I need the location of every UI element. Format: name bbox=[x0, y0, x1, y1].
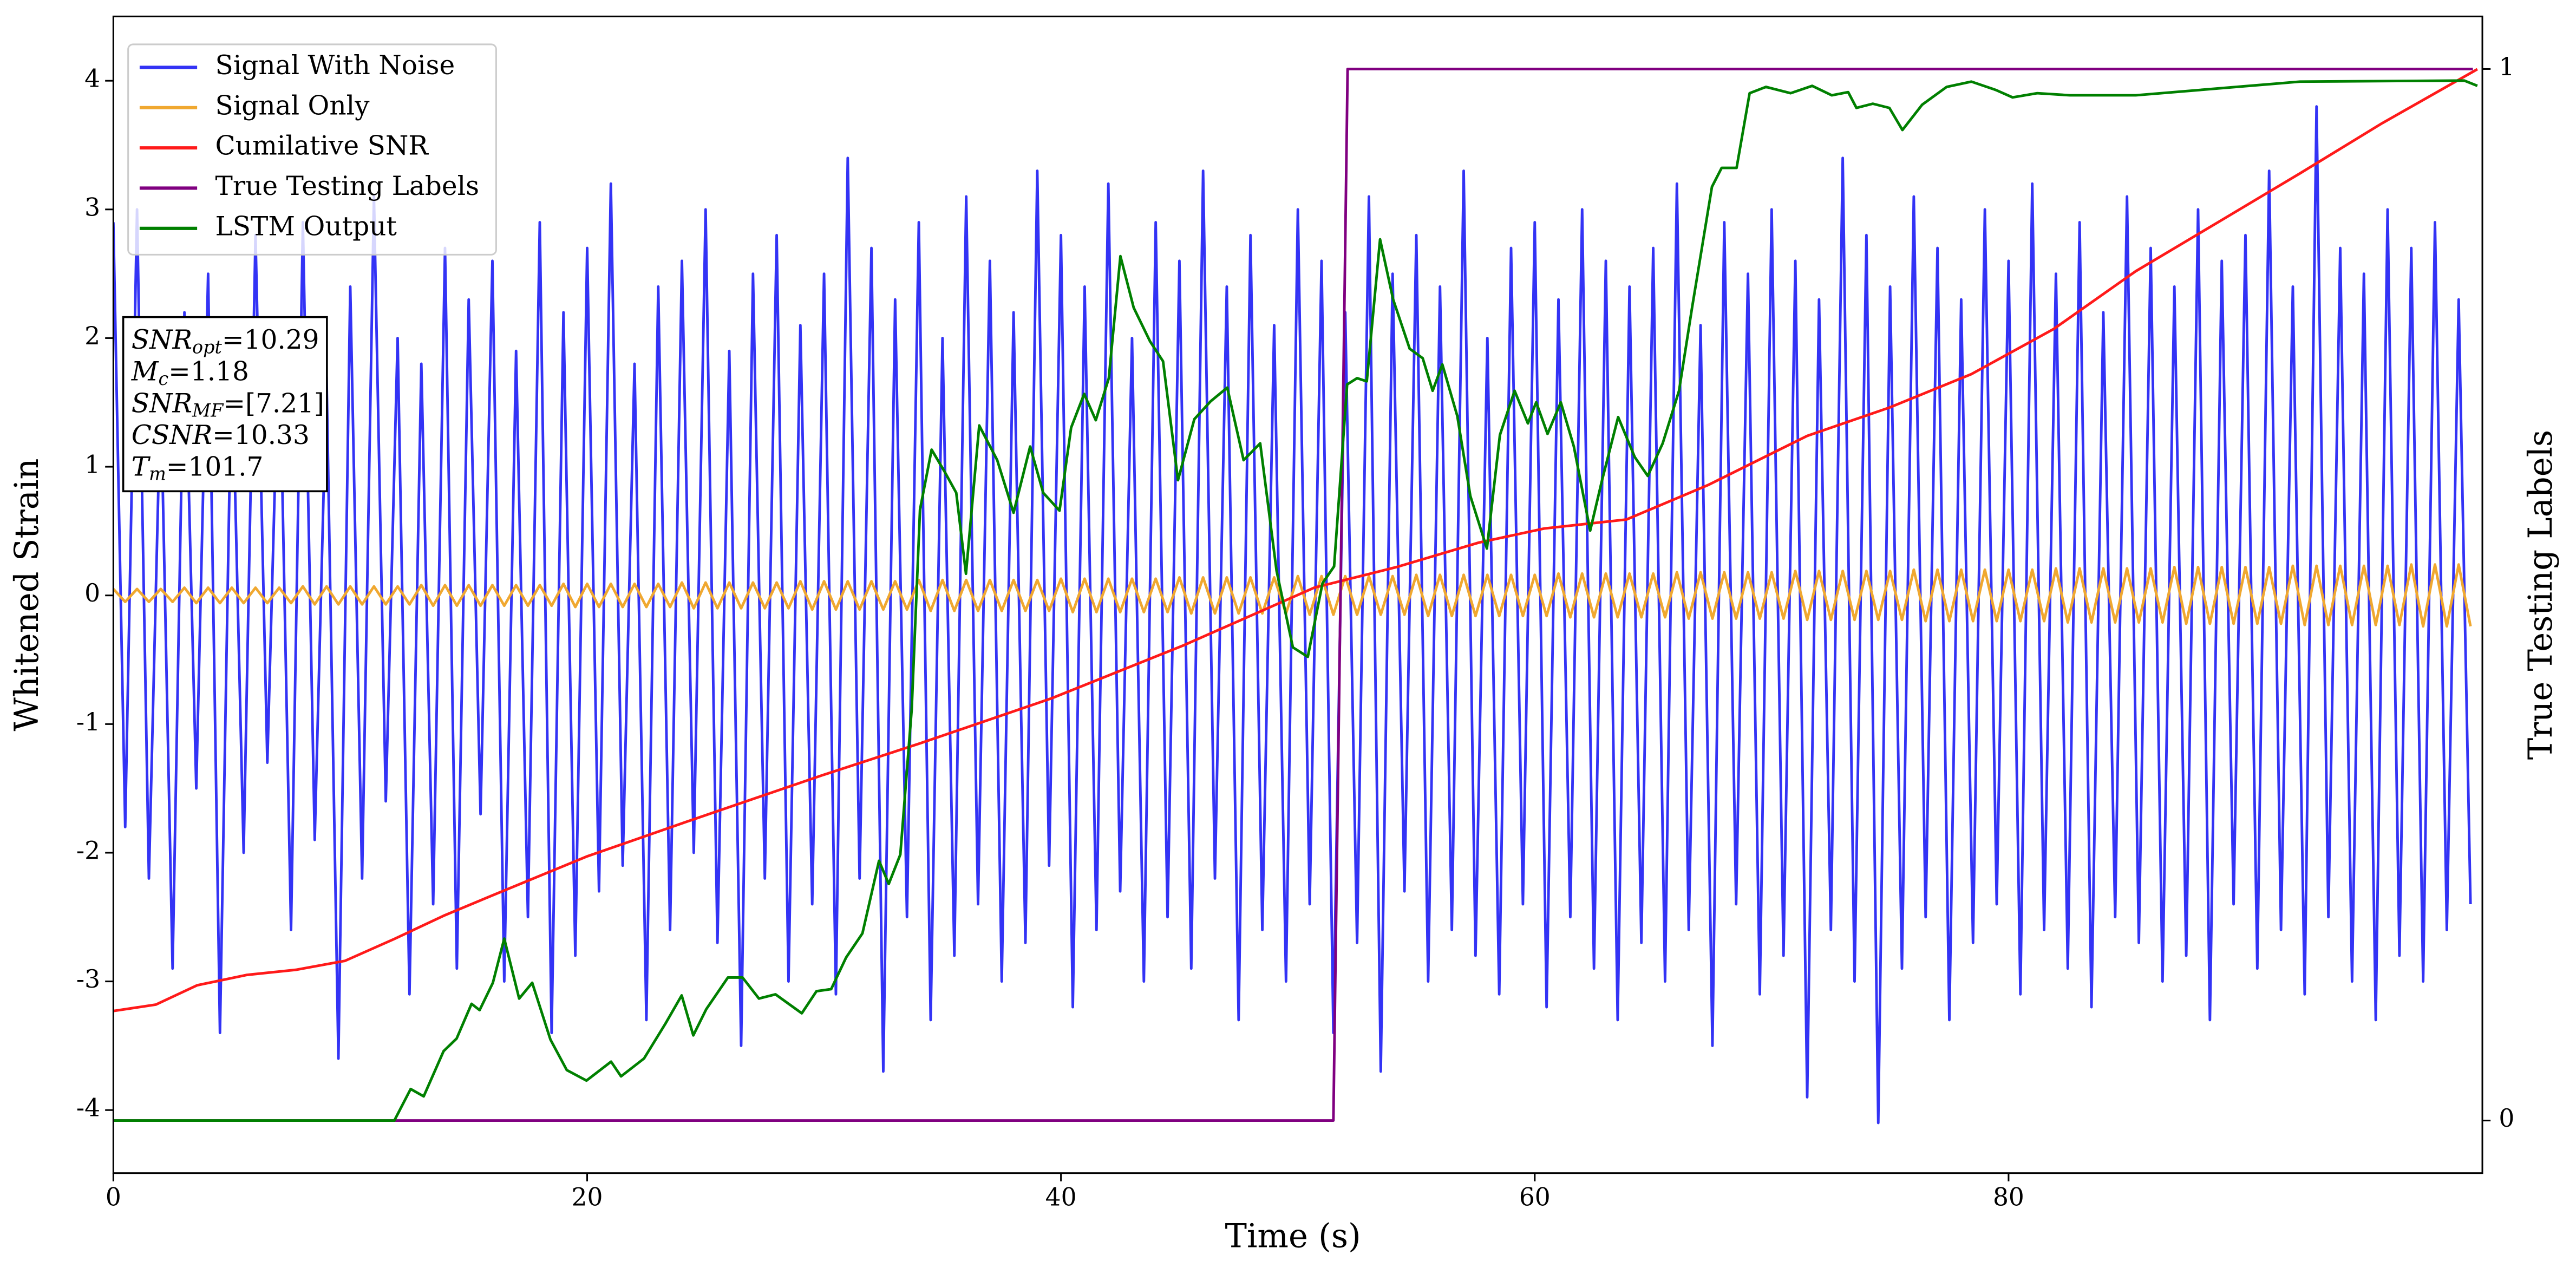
y2-axis-label: True Testing Labels bbox=[2522, 430, 2560, 760]
annotation-line: SNRopt=10.29 bbox=[132, 325, 319, 358]
x-tick-label: 0 bbox=[106, 1183, 121, 1212]
annotation-value: =1.18 bbox=[168, 356, 249, 387]
legend-label: True Testing Labels bbox=[215, 171, 480, 201]
series-line bbox=[113, 68, 2479, 1012]
x-tick-label: 20 bbox=[572, 1183, 603, 1212]
y-tick-label: -2 bbox=[76, 836, 100, 865]
plot-area bbox=[113, 68, 2479, 1125]
annotation-value: =10.29 bbox=[222, 325, 319, 355]
legend-label: Cumilative SNR bbox=[215, 131, 429, 161]
annotation-value: =101.7 bbox=[166, 452, 264, 482]
y2-tick-label: 0 bbox=[2499, 1104, 2514, 1133]
y-tick-label: -1 bbox=[76, 708, 100, 736]
legend-label: Signal Only bbox=[215, 90, 370, 121]
annotation-line: SNRMF=[7.21] bbox=[132, 388, 324, 421]
legend-label: LSTM Output bbox=[215, 211, 397, 241]
annotation-line: CSNR=10.33 bbox=[132, 420, 310, 450]
y-tick-label: 3 bbox=[84, 193, 100, 221]
series-line bbox=[113, 68, 2473, 1122]
annotation: SNRopt=10.29Mc=1.18SNRMF=[7.21]CSNR=10.3… bbox=[122, 316, 328, 493]
annotation-name: M bbox=[131, 356, 159, 387]
series-line bbox=[113, 79, 2478, 1122]
annotation-value: =10.33 bbox=[212, 420, 310, 450]
annotation-name: SNR bbox=[132, 325, 192, 355]
y-tick-label: -4 bbox=[76, 1094, 100, 1122]
x-tick-label: 40 bbox=[1045, 1183, 1077, 1212]
legend: Signal With Noise Signal Only Cumilative S… bbox=[127, 43, 497, 256]
y-tick-label: 4 bbox=[84, 64, 100, 93]
annotation-sub: opt bbox=[192, 336, 222, 357]
annotation-sub: MF bbox=[192, 400, 224, 421]
y-tick-label: 1 bbox=[84, 450, 100, 479]
legend-label: Signal With Noise bbox=[215, 50, 455, 81]
annotation-line: Mc=1.18 bbox=[131, 356, 249, 389]
annotation-box bbox=[122, 316, 328, 493]
annotation-name: T bbox=[132, 452, 151, 482]
y-tick-label: -3 bbox=[76, 965, 100, 994]
y-tick-label: 0 bbox=[84, 579, 100, 607]
annotation-line: Tm=101.7 bbox=[132, 452, 264, 485]
x-tick-label: 60 bbox=[1519, 1183, 1551, 1212]
y2-tick-label: 1 bbox=[2499, 53, 2514, 81]
annotation-sub: m bbox=[149, 463, 166, 485]
legend-box bbox=[127, 43, 497, 256]
annotation-value: =[7.21] bbox=[223, 388, 324, 419]
y-tick-label: 2 bbox=[84, 322, 100, 350]
annotation-sub: c bbox=[158, 368, 168, 389]
series-line bbox=[113, 563, 2472, 628]
x-axis-label: Time (s) bbox=[1225, 1218, 1361, 1256]
annotation-name: CSNR bbox=[132, 420, 212, 450]
y-axis-label: Whitened Strain bbox=[8, 459, 46, 731]
annotation-name: SNR bbox=[132, 388, 192, 419]
x-tick-label: 80 bbox=[1993, 1183, 2024, 1212]
